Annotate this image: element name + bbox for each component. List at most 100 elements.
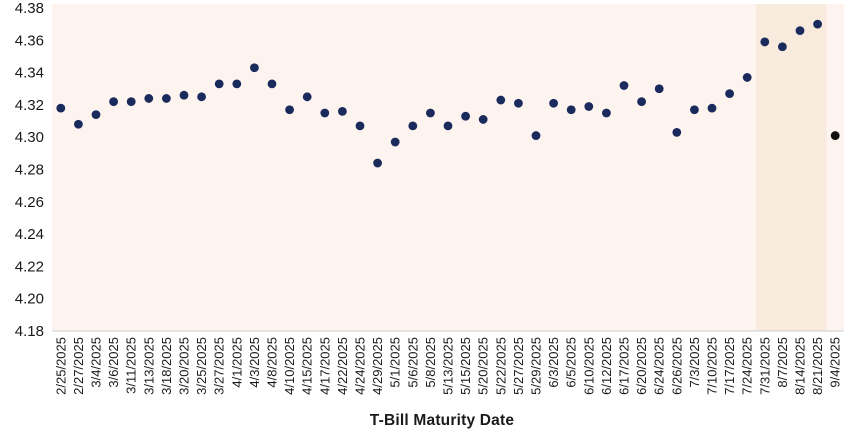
x-tick-label: 5/13/2025 xyxy=(441,337,456,395)
data-point xyxy=(637,97,646,107)
x-tick-label: 8/21/2025 xyxy=(810,337,825,395)
x-tick-label: 7/17/2025 xyxy=(722,337,737,395)
data-point xyxy=(725,89,734,98)
data-point xyxy=(672,127,682,137)
y-tick-label: 4.22 xyxy=(15,258,44,275)
x-tick-label: 3/6/2025 xyxy=(106,337,121,388)
data-point xyxy=(56,103,66,113)
x-tick-label: 7/10/2025 xyxy=(705,337,720,395)
y-tick-label: 4.38 xyxy=(15,0,44,17)
data-point xyxy=(302,92,312,102)
data-point xyxy=(531,131,541,140)
y-tick-label: 4.20 xyxy=(15,291,44,308)
y-tick-label: 4.36 xyxy=(15,32,44,49)
x-tick-label: 6/17/2025 xyxy=(617,337,632,395)
x-tick-label: 8/14/2025 xyxy=(793,337,808,395)
x-tick-label: 4/10/2025 xyxy=(282,337,297,395)
data-point xyxy=(443,121,453,131)
x-tick-label: 5/29/2025 xyxy=(529,337,544,395)
data-point xyxy=(795,26,805,36)
x-tick-label: 9/4/2025 xyxy=(828,337,843,388)
data-point xyxy=(355,121,365,131)
x-tick-label: 3/27/2025 xyxy=(212,337,227,395)
data-point xyxy=(144,94,154,103)
x-tick-label: 3/11/2025 xyxy=(124,337,139,394)
data-point xyxy=(109,97,118,107)
data-point xyxy=(514,98,523,108)
data-point xyxy=(179,90,189,100)
x-tick-label: 5/20/2025 xyxy=(476,337,491,395)
data-point xyxy=(426,108,435,118)
data-point xyxy=(584,102,594,111)
x-tick-label: 6/26/2025 xyxy=(669,337,684,395)
data-point xyxy=(619,81,629,90)
y-tick-label: 4.18 xyxy=(15,323,44,340)
x-tick-label: 4/24/2025 xyxy=(353,337,368,395)
x-tick-label: 4/8/2025 xyxy=(265,337,280,388)
x-tick-label: 5/6/2025 xyxy=(405,337,420,388)
x-tick-label: 7/31/2025 xyxy=(757,337,772,395)
y-tick-label: 4.34 xyxy=(15,65,44,82)
x-tick-label: 3/18/2025 xyxy=(159,337,174,395)
data-point xyxy=(390,137,400,147)
data-point xyxy=(320,108,330,118)
x-tick-label: 4/22/2025 xyxy=(335,337,350,395)
x-tick-label: 5/8/2025 xyxy=(423,337,438,388)
x-tick-label: 2/27/2025 xyxy=(71,337,86,395)
x-tick-label: 2/25/2025 xyxy=(53,337,68,395)
x-tick-label: 3/13/2025 xyxy=(141,337,156,395)
data-point xyxy=(566,105,576,115)
data-point xyxy=(408,121,418,131)
data-point xyxy=(74,119,83,129)
x-tick-label: 6/20/2025 xyxy=(634,337,649,395)
x-tick-label: 5/1/2025 xyxy=(388,337,403,388)
y-tick-label: 4.30 xyxy=(15,129,44,146)
x-tick-label: 3/4/2025 xyxy=(89,337,104,388)
x-tick-label: 4/3/2025 xyxy=(247,337,262,388)
data-point xyxy=(250,63,259,73)
x-tick-label: 4/15/2025 xyxy=(300,337,315,395)
y-tick-label: 4.24 xyxy=(15,226,44,243)
data-point xyxy=(496,95,506,105)
data-point xyxy=(197,92,207,102)
data-point xyxy=(742,73,752,82)
data-point xyxy=(232,79,242,89)
x-tick-label: 7/3/2025 xyxy=(687,337,702,388)
x-tick-label: 6/10/2025 xyxy=(581,337,596,395)
data-point xyxy=(778,42,787,52)
data-point xyxy=(813,19,822,29)
data-point xyxy=(285,105,294,115)
data-point xyxy=(690,105,699,115)
x-tick-label: 8/7/2025 xyxy=(775,337,790,388)
data-point xyxy=(830,131,840,140)
x-tick-label: 6/24/2025 xyxy=(652,337,667,395)
x-tick-label: 6/5/2025 xyxy=(564,337,579,388)
data-point xyxy=(478,115,488,124)
y-tick-label: 4.32 xyxy=(15,97,44,114)
highlight-band xyxy=(756,4,827,331)
x-tick-label: 5/15/2025 xyxy=(458,337,473,395)
chart-canvas: 4.18 4.20 4.22 4.24 4.26 4.28 4.30 4.32 4.34 4.36… xyxy=(15,0,844,395)
y-tick-label: 4.26 xyxy=(15,194,44,211)
x-axis-title: T-Bill Maturity Date xyxy=(369,412,515,429)
data-point xyxy=(373,158,382,168)
data-point xyxy=(707,103,717,113)
data-point xyxy=(91,110,101,119)
x-tick-label: 6/12/2025 xyxy=(599,337,614,395)
x-tick-label: 7/24/2025 xyxy=(740,337,755,395)
data-point xyxy=(267,79,277,89)
data-point xyxy=(760,37,770,47)
x-tick-label: 5/27/2025 xyxy=(511,337,526,395)
data-point xyxy=(549,98,558,108)
y-tick-label: 4.28 xyxy=(15,162,44,179)
data-point xyxy=(654,84,664,94)
x-tick-label: 4/29/2025 xyxy=(370,337,385,395)
x-tick-label: 4/1/2025 xyxy=(229,337,244,388)
data-point xyxy=(338,106,347,116)
data-point xyxy=(461,111,470,121)
data-point xyxy=(602,108,611,118)
data-point xyxy=(126,97,136,107)
x-tick-label: 4/17/2025 xyxy=(317,337,332,395)
data-point xyxy=(214,79,224,89)
